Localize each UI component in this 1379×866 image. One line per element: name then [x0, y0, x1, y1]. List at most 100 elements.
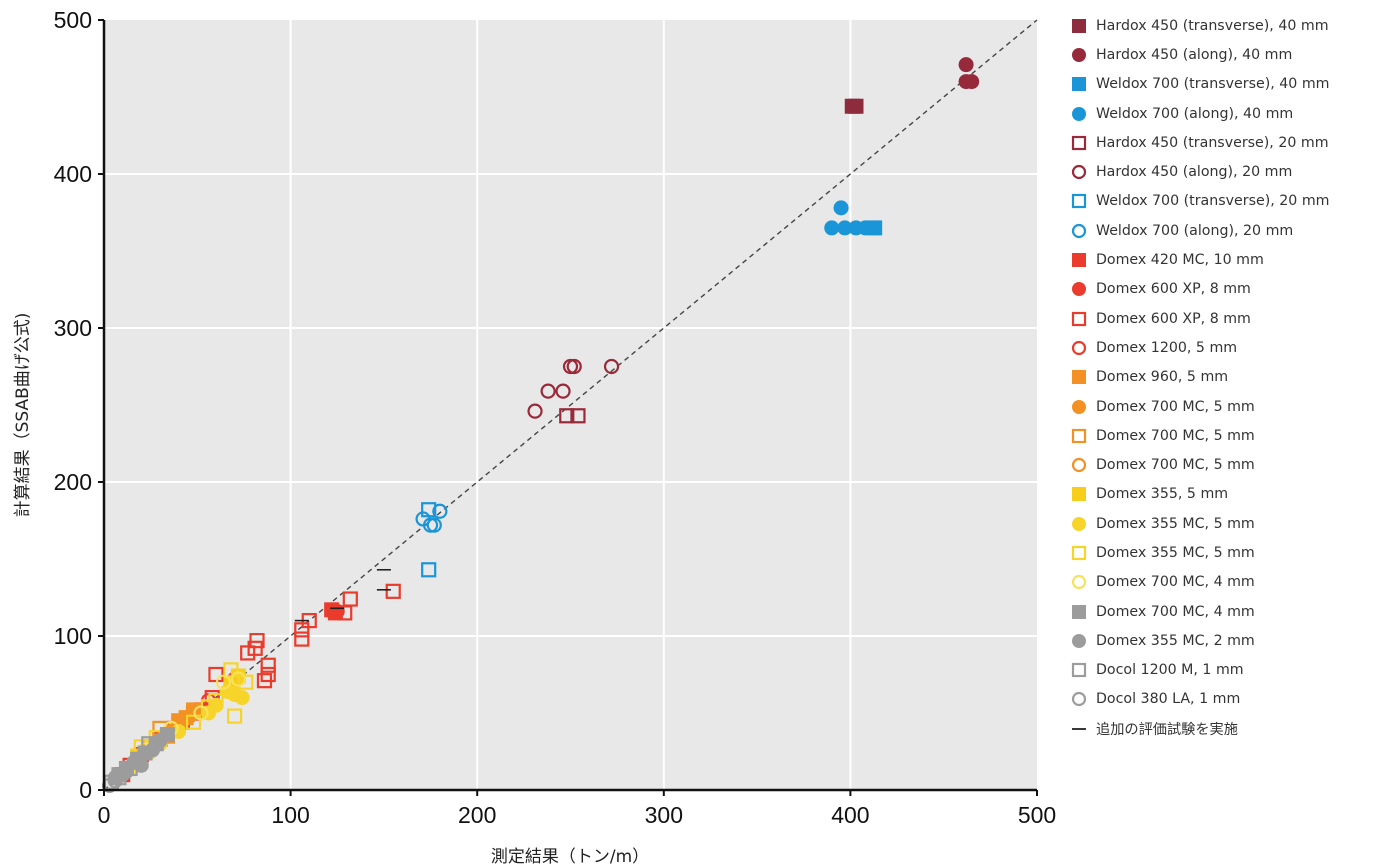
legend-marker — [1072, 633, 1086, 648]
legend-label: Domex 355 MC, 5 mm — [1096, 515, 1255, 532]
legend-item: Domex 600 XP, 8 mm — [1068, 304, 1373, 333]
legend-symbol — [1072, 604, 1086, 619]
legend-marker — [1071, 311, 1087, 326]
data-point — [260, 657, 276, 673]
data-point — [833, 200, 849, 216]
legend-symbol — [1071, 692, 1087, 707]
data-point — [337, 605, 353, 621]
legend-item: Domex 960, 5 mm — [1068, 363, 1373, 392]
data-point — [555, 383, 571, 399]
legend-symbol — [1072, 18, 1086, 33]
grid-lines — [104, 20, 1037, 790]
legend-label: Hardox 450 (along), 40 mm — [1096, 46, 1293, 63]
legend-symbol — [1071, 135, 1087, 150]
data-point — [837, 220, 853, 236]
legend-item: Domex 355 MC, 5 mm — [1068, 538, 1373, 567]
series-4 — [559, 408, 586, 424]
data-point — [566, 358, 582, 375]
data-point — [559, 408, 575, 424]
legend-marker — [1072, 77, 1086, 92]
legend-item: Domex 420 MC, 10 mm — [1068, 245, 1373, 274]
legend-label: Hardox 450 (transverse), 40 mm — [1096, 17, 1329, 34]
legend-item: Hardox 450 (transverse), 20 mm — [1068, 128, 1373, 157]
data-point — [385, 583, 401, 599]
legend-marker — [1071, 457, 1087, 473]
series-1 — [958, 57, 980, 90]
data-point — [824, 220, 840, 236]
data-point — [238, 674, 254, 690]
legend-marker — [1072, 370, 1086, 385]
legend-item: Weldox 700 (transverse), 20 mm — [1068, 187, 1373, 216]
legend-symbol — [1072, 370, 1086, 385]
legend-symbol — [1071, 311, 1087, 326]
data-point — [848, 98, 864, 114]
data-point — [958, 57, 974, 73]
legend-item: Domex 355 MC, 2 mm — [1068, 626, 1373, 655]
x-tick-label: 200 — [458, 802, 496, 828]
y-tick-label: 500 — [54, 7, 92, 33]
legend-symbol — [1072, 77, 1086, 92]
legend-item: Hardox 450 (transverse), 40 mm — [1068, 11, 1373, 40]
legend-symbol — [1072, 516, 1086, 531]
legend-label: Domex 600 XP, 8 mm — [1096, 281, 1251, 298]
data-points — [101, 57, 980, 793]
legend-marker — [1071, 135, 1087, 150]
x-tick-label: 300 — [645, 802, 683, 828]
legend-marker — [1072, 47, 1086, 62]
legend-item: Hardox 450 (along), 40 mm — [1068, 40, 1373, 69]
legend-item: Domex 700 MC, 4 mm — [1068, 597, 1373, 626]
legend-item: Domex 1200, 5 mm — [1068, 333, 1373, 362]
legend-marker — [1072, 727, 1086, 730]
y-tick-label: 100 — [54, 623, 92, 649]
y-tick-label: 0 — [79, 777, 92, 803]
legend-marker — [1072, 604, 1086, 619]
legend-marker — [1072, 399, 1086, 414]
legend-label: Domex 1200, 5 mm — [1096, 339, 1238, 356]
data-point — [249, 633, 265, 649]
legend-symbol — [1072, 47, 1086, 62]
legend-label: 追加の評価試験を実施 — [1096, 721, 1238, 738]
data-point — [603, 358, 620, 375]
legend-marker — [1071, 575, 1087, 590]
legend-label: Domex 355, 5 mm — [1096, 486, 1229, 503]
data-point — [185, 714, 202, 730]
legend-item: Domex 700 MC, 4 mm — [1068, 568, 1373, 597]
legend-symbol — [1072, 399, 1086, 414]
legend-label: Docol 380 LA, 1 mm — [1096, 691, 1241, 708]
legend-label: Hardox 450 (transverse), 20 mm — [1096, 134, 1329, 151]
legend-symbol — [1071, 663, 1087, 678]
data-point — [230, 671, 246, 687]
y-axis-title: 計算結果（SSAB曲げ公式) — [13, 313, 33, 518]
legend-symbol — [1072, 253, 1086, 268]
legend-marker — [1072, 282, 1086, 297]
legend-item: Domex 355 MC, 5 mm — [1068, 509, 1373, 538]
series-3 — [824, 200, 873, 236]
data-point — [570, 408, 586, 424]
legend-label: Domex 700 MC, 5 mm — [1096, 398, 1255, 415]
legend-item: Domex 700 MC, 5 mm — [1068, 450, 1373, 479]
data-point — [294, 631, 310, 647]
legend-label: Weldox 700 (transverse), 20 mm — [1096, 193, 1330, 210]
legend-item: Docol 380 LA, 1 mm — [1068, 685, 1373, 714]
legend-symbol — [1072, 282, 1086, 297]
data-point — [857, 220, 873, 236]
legend-symbol — [1071, 575, 1087, 590]
legend-label: Weldox 700 (transverse), 40 mm — [1096, 76, 1330, 93]
legend-label: Domex 700 MC, 4 mm — [1096, 603, 1255, 620]
legend-marker — [1071, 663, 1087, 678]
legend-item: Domex 700 MC, 5 mm — [1068, 392, 1373, 421]
data-point — [215, 674, 232, 690]
legend-marker — [1071, 545, 1087, 561]
legend-symbol — [1072, 487, 1086, 502]
legend-label: Weldox 700 (along), 40 mm — [1096, 105, 1294, 122]
legend-marker — [1071, 692, 1087, 707]
legend-item: Domex 700 MC, 5 mm — [1068, 421, 1373, 450]
data-point — [540, 383, 556, 399]
data-point — [223, 662, 239, 678]
data-point — [426, 517, 442, 533]
legend-label: Domex 700 MC, 5 mm — [1096, 457, 1255, 474]
data-point — [193, 705, 209, 721]
legend-marker — [1072, 487, 1086, 502]
legend-marker — [1071, 428, 1087, 443]
